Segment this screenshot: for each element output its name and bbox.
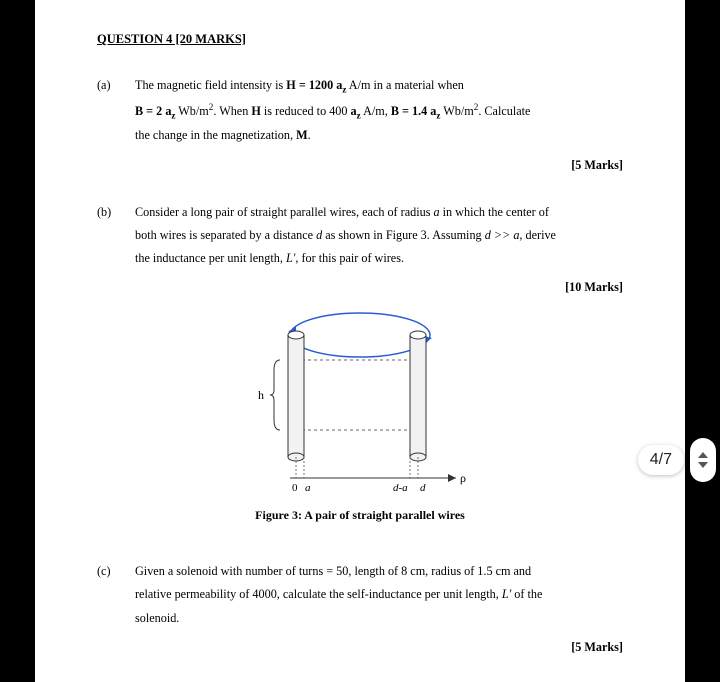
text: Wb/m: [175, 104, 208, 118]
page-nav-arrows[interactable]: [690, 438, 716, 482]
part-b: (b) Consider a long pair of straight par…: [97, 201, 623, 271]
text: L': [502, 587, 511, 601]
text: H: [251, 104, 260, 118]
part-a-body: The magnetic field intensity is H = 1200…: [135, 74, 623, 148]
fig-h-label: h: [258, 388, 264, 402]
question-title: QUESTION 4 [20 MARKS]: [97, 28, 623, 52]
part-c-label: (c): [97, 560, 135, 630]
text: as shown in Figure 3. Assuming: [322, 228, 485, 242]
text: . When: [213, 104, 251, 118]
figure-caption: Figure 3: A pair of straight parallel wi…: [255, 504, 465, 527]
part-a-marks: [5 Marks]: [97, 154, 623, 177]
part-a-label: (a): [97, 74, 135, 148]
text: The magnetic field intensity is: [135, 78, 286, 92]
text: M: [296, 128, 308, 142]
part-b-label: (b): [97, 201, 135, 271]
part-c-body: Given a solenoid with number of turns = …: [135, 560, 623, 630]
text: B = 1.4: [391, 104, 430, 118]
text: , derive: [519, 228, 556, 242]
text: A/m in a material when: [346, 78, 463, 92]
text: d >> a: [485, 228, 520, 242]
page-number-badge: 4/7: [638, 445, 684, 475]
text: . Calculate: [478, 104, 530, 118]
fig-rho: ρ: [460, 471, 466, 485]
page-down-icon[interactable]: [698, 462, 708, 468]
text: is reduced to 400: [261, 104, 351, 118]
page-indicator: 4/7: [638, 438, 716, 482]
page-up-icon[interactable]: [698, 452, 708, 458]
text: L': [286, 251, 295, 265]
text: relative permeability of 4000, calculate…: [135, 587, 502, 601]
text: in which the center of: [440, 205, 549, 219]
figure-svg: h 0 a d-a d ρ: [230, 310, 490, 500]
fig-zero: 0: [292, 482, 298, 494]
part-c: (c) Given a solenoid with number of turn…: [97, 560, 623, 630]
text: A/m,: [361, 104, 391, 118]
fig-dma: d-a: [393, 482, 408, 494]
text: Consider a long pair of straight paralle…: [135, 205, 434, 219]
text: Wb/m: [440, 104, 473, 118]
text: B = 2: [135, 104, 165, 118]
text: , for this pair of wires.: [295, 251, 404, 265]
part-a: (a) The magnetic field intensity is H = …: [97, 74, 623, 148]
figure-3: h 0 a d-a d ρ Figure 3: A pair of straig…: [97, 310, 623, 555]
part-b-marks: [10 Marks]: [97, 276, 623, 299]
text: both wires is separated by a distance: [135, 228, 316, 242]
text: the inductance per unit length,: [135, 251, 286, 265]
text: Given a solenoid with number of turns = …: [135, 564, 531, 578]
text: of the: [511, 587, 542, 601]
part-b-body: Consider a long pair of straight paralle…: [135, 201, 623, 271]
text: the change in the magnetization,: [135, 128, 296, 142]
part-c-marks: [5 Marks]: [97, 636, 623, 659]
text: solenoid.: [135, 611, 179, 625]
fig-d: d: [420, 482, 426, 494]
fig-a: a: [305, 482, 311, 494]
text: .: [308, 128, 311, 142]
text: H = 1200: [286, 78, 336, 92]
document-page: QUESTION 4 [20 MARKS] (a) The magnetic f…: [35, 0, 685, 682]
